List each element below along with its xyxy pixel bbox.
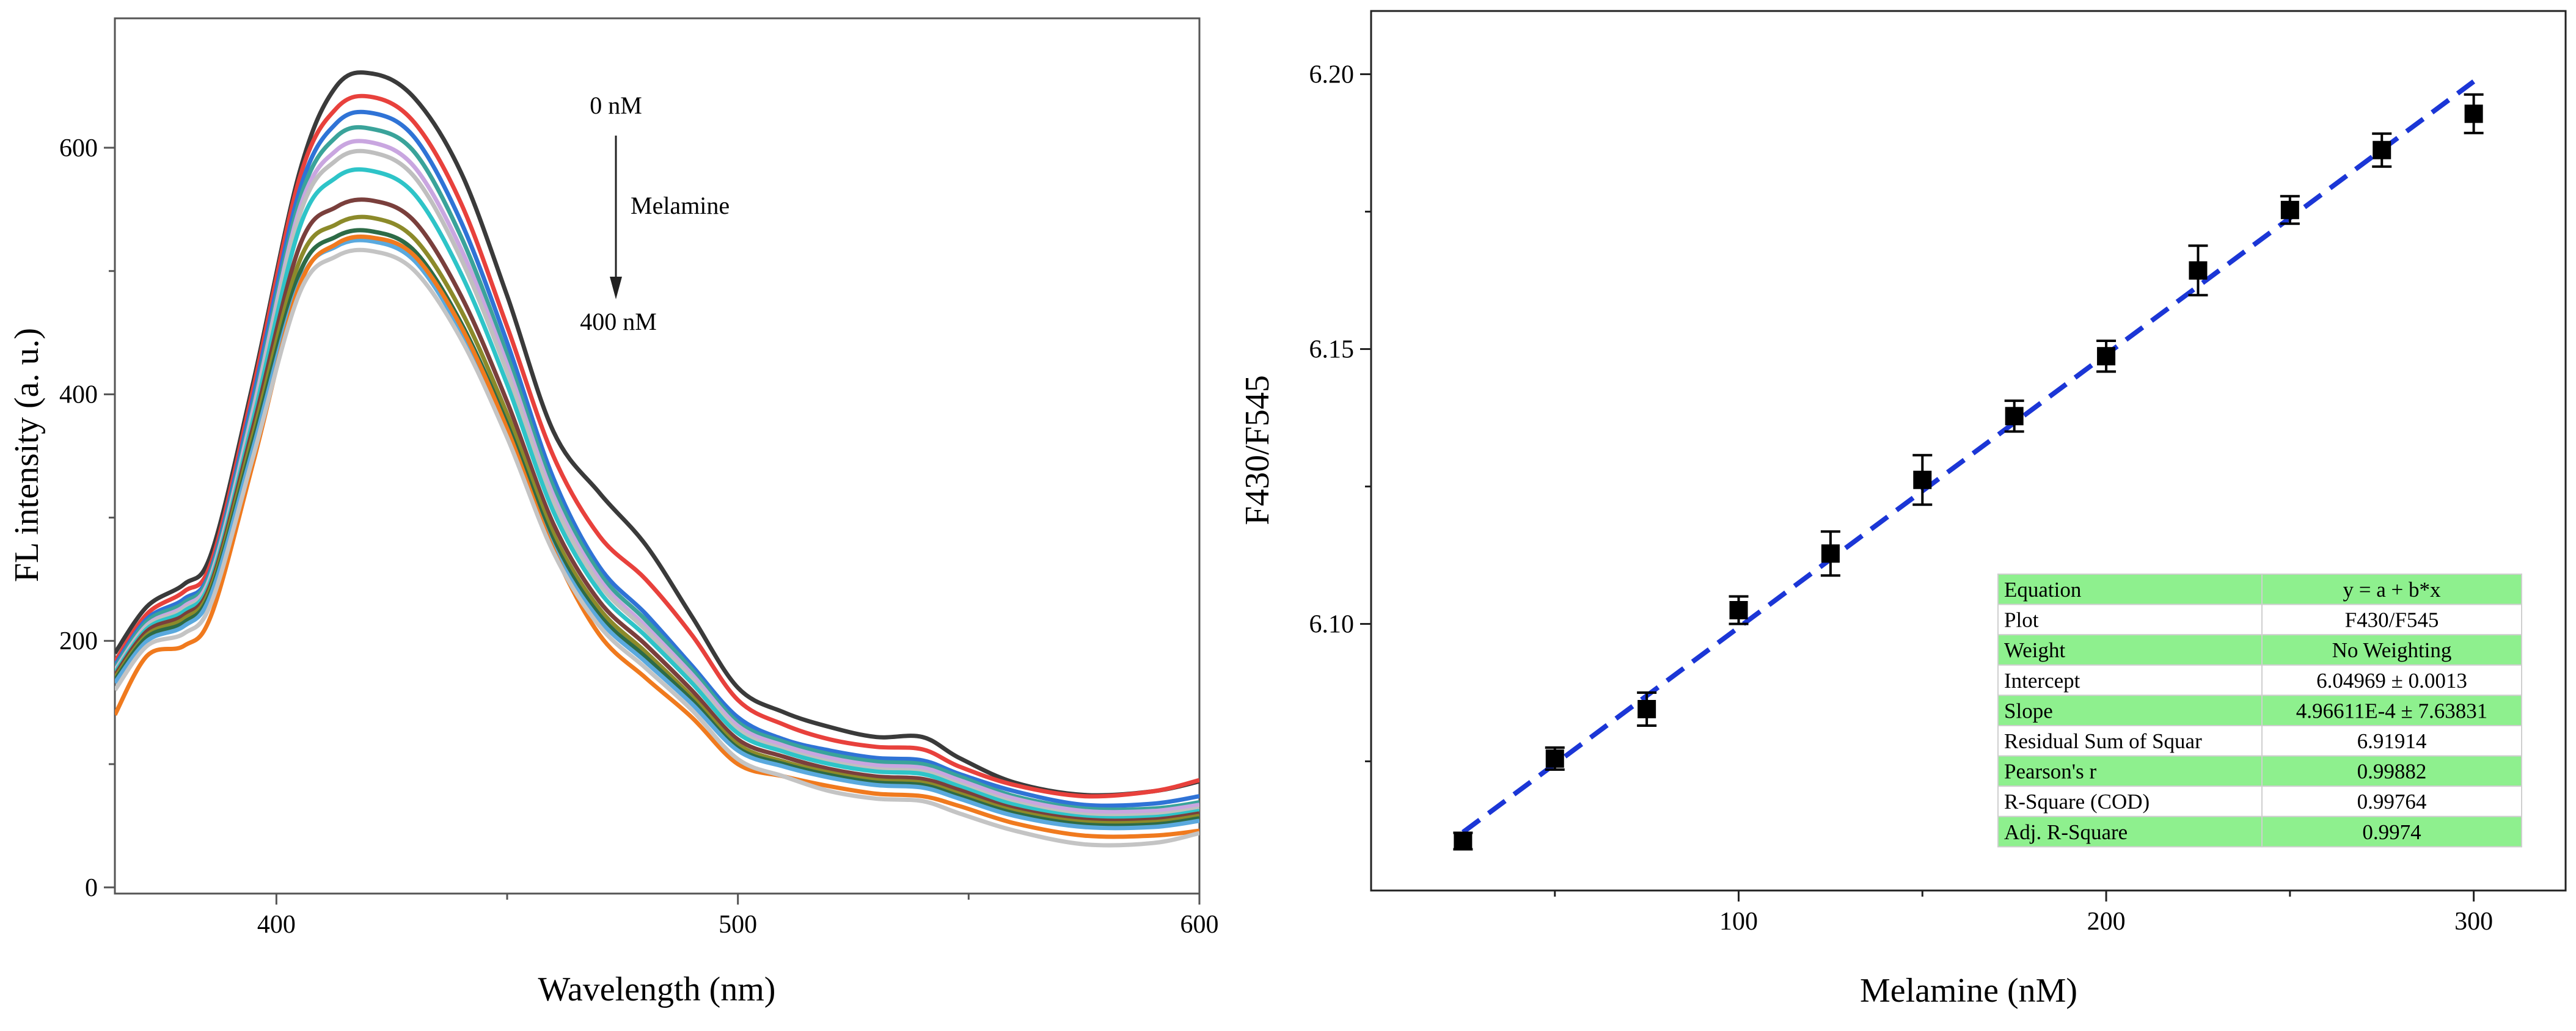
spectra-x-ticks: 400 500 600 <box>257 894 1219 939</box>
fit-table-cell-bg <box>2261 574 2522 605</box>
calibration-y-tick-label: 6.20 <box>1309 61 1355 89</box>
spectra-x-tick-label: 600 <box>1180 911 1219 939</box>
fit-table-cell-bg <box>2261 694 2522 727</box>
fit-table-cell-bg <box>1997 634 2263 666</box>
fit-table-value-3: No Weighting <box>2332 638 2452 662</box>
calibration-x-tick-label: 300 <box>2454 908 2493 936</box>
calibration-y-axis-title: F430/F545 <box>1239 375 1276 525</box>
fit-table-value-7: 0.99882 <box>2357 760 2427 784</box>
annotation-arrow-label: Melamine <box>631 192 730 219</box>
spectra-y-tick-label: 600 <box>59 134 98 162</box>
calibration-y-tick-label: 6.15 <box>1309 336 1355 364</box>
spectrum-curve-13 <box>115 247 1199 848</box>
spectrum-curve-4 <box>115 125 1199 812</box>
calibration-y-ticks: 6.10 6.15 6.20 <box>1309 61 1371 762</box>
data-point <box>1454 832 1473 850</box>
fit-table-cell-bg <box>1997 574 2263 605</box>
data-point <box>1637 700 1656 718</box>
spectra-y-ticks: 0 200 400 600 <box>59 134 115 902</box>
data-point <box>2280 200 2299 219</box>
fit-table-value-8: 0.99764 <box>2357 790 2427 814</box>
data-point <box>1545 749 1564 768</box>
spectra-x-axis-title: Wavelength (nm) <box>538 971 776 1008</box>
data-point <box>2097 347 2116 366</box>
data-point <box>2373 140 2391 159</box>
calibration-x-axis-title: Melamine (nM) <box>1860 972 2077 1010</box>
concentration-arrow-head <box>610 277 622 299</box>
calibration-x-ticks: 100 200 300 <box>1554 891 2493 936</box>
calibration-points <box>1453 93 2484 851</box>
calibration-panel: 100 200 300 6.10 6.15 6.20 Melamine (nM) F43… <box>1239 10 2567 1010</box>
fit-table-cell-bg <box>1997 603 2263 636</box>
calibration-plot-frame <box>1370 10 2567 892</box>
spectra-x-tick-label: 400 <box>257 911 296 939</box>
fit-table-param-5: Slope <box>2004 699 2053 723</box>
fit-table-value-6: 6.91914 <box>2357 729 2427 753</box>
fit-table-param-6: Residual Sum of Squar <box>2004 729 2202 753</box>
fit-table-cell-bg <box>1997 815 2263 848</box>
fit-table-cell-bg <box>2261 755 2522 787</box>
calibration-x-tick-label: 200 <box>2087 908 2126 936</box>
spectra-panel: 400 500 600 0 200 400 600 Wavelength (nm) FL … <box>8 17 1219 1008</box>
spectrum-curve-5 <box>115 139 1199 815</box>
spectra-y-tick-label: 400 <box>59 381 98 409</box>
annotation-top-label: 0 nM <box>590 92 642 119</box>
fit-results-table: Equation y = a + b*x Plot F430/F545 Weight No… <box>1997 574 2522 848</box>
fit-table-param-3: Weight <box>2004 638 2065 662</box>
spectra-plot-frame <box>114 17 1201 895</box>
annotation-bottom-label: 400 nM <box>580 308 657 335</box>
data-point <box>1821 544 1840 563</box>
fit-table-value-2: F430/F545 <box>2345 608 2439 632</box>
spectra-y-tick-label: 0 <box>85 874 98 902</box>
fit-table-value-5: 4.96611E-4 ± 7.63831 <box>2296 699 2487 723</box>
data-point <box>2464 104 2483 123</box>
fit-table-param-9: Adj. R-Square <box>2004 820 2128 844</box>
fit-table-param-8: R-Square (COD) <box>2004 790 2150 814</box>
data-point <box>2005 407 2024 426</box>
fit-table-value-1: y = a + b*x <box>2343 578 2441 602</box>
spectrum-curve-6 <box>115 148 1199 818</box>
fit-table-param-4: Intercept <box>2004 669 2080 693</box>
spectra-y-axis-title: FL intensity (a. u.) <box>8 328 46 582</box>
data-point <box>1729 601 1748 619</box>
fit-table-cell-bg <box>2261 815 2522 848</box>
spectra-y-tick-label: 200 <box>59 627 98 655</box>
fit-table-param-1: Equation <box>2004 578 2081 602</box>
spectra-x-tick-label: 500 <box>719 911 757 939</box>
calibration-x-tick-label: 100 <box>1719 908 1758 936</box>
calibration-y-tick-label: 6.10 <box>1309 611 1355 639</box>
spectra-curves <box>115 70 1199 848</box>
fit-table-cell-bg <box>2261 785 2522 817</box>
fit-table-cell-bg <box>1997 785 2263 817</box>
fit-table-cell-bg <box>2261 634 2522 666</box>
fit-table-param-7: Pearson's r <box>2004 760 2096 784</box>
fit-table-cell-bg <box>1997 725 2263 757</box>
fit-table-param-2: Plot <box>2004 608 2039 632</box>
fit-table-value-9: 0.9974 <box>2362 820 2421 844</box>
fit-table-value-4: 6.04969 ± 0.0013 <box>2316 669 2467 693</box>
fit-table-cell-bg <box>2261 603 2522 636</box>
linear-fit-line <box>1461 79 2476 834</box>
data-point <box>2189 261 2208 280</box>
data-point <box>1913 470 1932 489</box>
